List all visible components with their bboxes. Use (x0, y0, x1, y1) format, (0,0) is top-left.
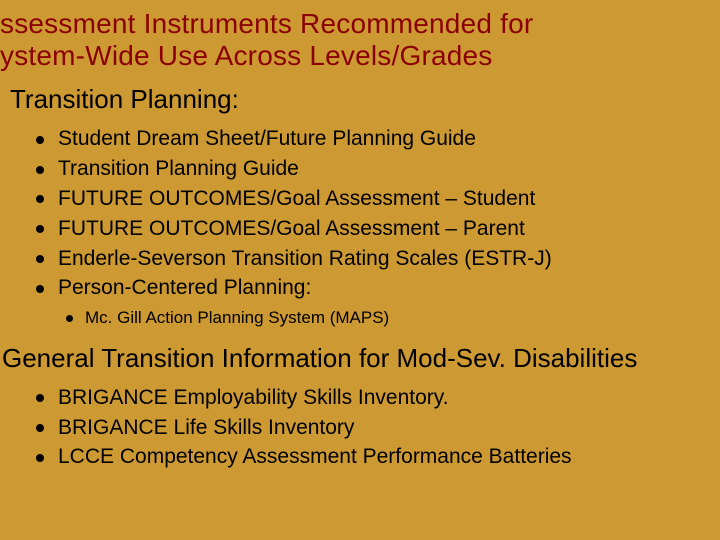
list-item-label: Person-Centered Planning: (58, 273, 311, 303)
bullet-icon (36, 285, 44, 293)
section-1-sublist: Mc. Gill Action Planning System (MAPS) (0, 303, 720, 331)
list-item: FUTURE OUTCOMES/Goal Assessment – Parent (36, 214, 720, 244)
list-item: Person-Centered Planning: (36, 273, 720, 303)
bullet-icon (36, 225, 44, 233)
section-1-list: Student Dream Sheet/Future Planning Guid… (0, 119, 720, 303)
list-item: Student Dream Sheet/Future Planning Guid… (36, 124, 720, 154)
bullet-icon (36, 424, 44, 432)
bullet-icon (36, 394, 44, 402)
sublist-item-label: Mc. Gill Action Planning System (MAPS) (85, 305, 389, 331)
list-item-label: BRIGANCE Life Skills Inventory (58, 413, 354, 443)
list-item-label: Student Dream Sheet/Future Planning Guid… (58, 124, 476, 154)
slide-title: ssessment Instruments Recommended for ys… (0, 0, 720, 72)
list-item: BRIGANCE Life Skills Inventory (36, 413, 720, 443)
list-item: Enderle-Severson Transition Rating Scale… (36, 244, 720, 274)
list-item-label: Enderle-Severson Transition Rating Scale… (58, 244, 552, 274)
bullet-icon (36, 136, 44, 144)
bullet-icon (36, 195, 44, 203)
title-line-2: ystem-Wide Use Across Levels/Grades (0, 40, 718, 72)
section-2-heading: General Transition Information for Mod-S… (0, 337, 720, 378)
bullet-icon (36, 166, 44, 174)
sublist-item: Mc. Gill Action Planning System (MAPS) (66, 305, 720, 331)
list-item-label: LCCE Competency Assessment Performance B… (58, 442, 572, 472)
section-2: General Transition Information for Mod-S… (0, 331, 720, 472)
list-item-label: Transition Planning Guide (58, 154, 299, 184)
list-item-label: FUTURE OUTCOMES/Goal Assessment – Parent (58, 214, 525, 244)
list-item: FUTURE OUTCOMES/Goal Assessment – Studen… (36, 184, 720, 214)
list-item: LCCE Competency Assessment Performance B… (36, 442, 720, 472)
section-1-heading: Transition Planning: (0, 72, 720, 119)
list-item: BRIGANCE Employability Skills Inventory. (36, 383, 720, 413)
bullet-icon (36, 255, 44, 263)
bullet-icon (36, 454, 44, 462)
section-2-list: BRIGANCE Employability Skills Inventory.… (0, 378, 720, 472)
list-item-label: FUTURE OUTCOMES/Goal Assessment – Studen… (58, 184, 535, 214)
list-item: Transition Planning Guide (36, 154, 720, 184)
title-line-1: ssessment Instruments Recommended for (0, 8, 718, 40)
bullet-icon (66, 315, 73, 322)
list-item-label: BRIGANCE Employability Skills Inventory. (58, 383, 449, 413)
